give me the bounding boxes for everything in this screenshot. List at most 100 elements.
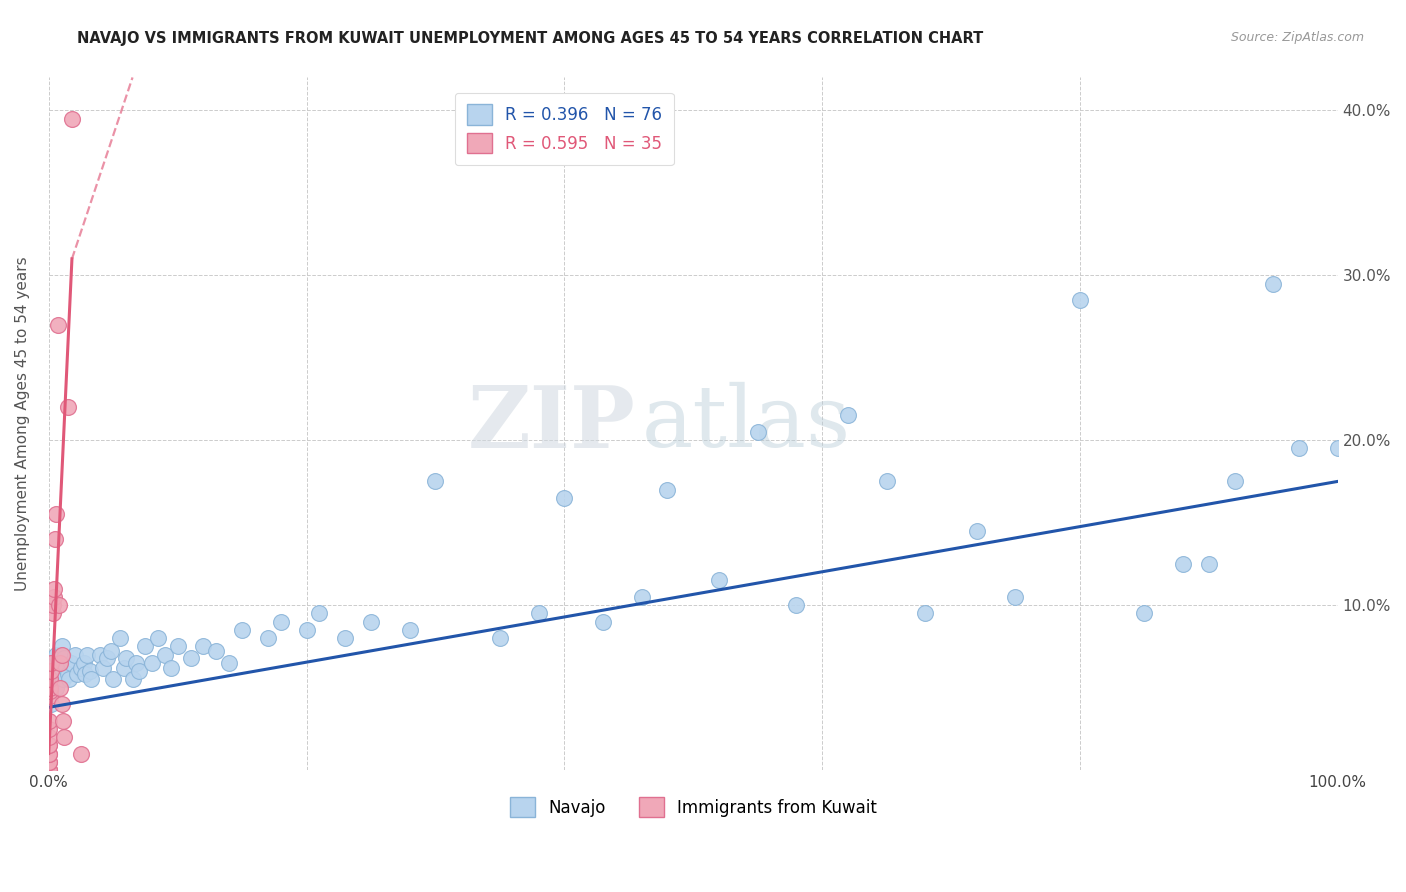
Point (56, 401, 79, 415)
Point (60, 112, 83, 126)
Point (103, 673, 125, 687)
Point (41, 664, 63, 678)
Point (73, 667, 96, 681)
Text: atlas: atlas (641, 382, 851, 466)
Point (51, 697, 73, 711)
Point (257, 631, 280, 645)
Point (39, 673, 62, 687)
Point (1198, 557, 1220, 571)
Point (876, 475, 898, 489)
Point (66, 667, 89, 681)
Point (48, 598, 70, 612)
Point (38, 714, 60, 728)
Point (308, 607, 330, 621)
Point (38, 755, 60, 769)
Point (553, 491, 575, 505)
Point (70, 661, 93, 675)
Point (49, 681, 72, 695)
Point (38, 738, 60, 752)
Point (270, 615, 292, 629)
Point (489, 631, 512, 645)
Point (80, 673, 103, 687)
Point (55, 661, 77, 675)
Point (166, 640, 188, 654)
Point (128, 664, 150, 678)
Point (45, 681, 67, 695)
Point (53, 651, 76, 665)
Point (966, 524, 988, 538)
Point (141, 656, 163, 670)
Point (72, 656, 94, 670)
Point (38, 730, 60, 744)
Point (100, 644, 122, 658)
Point (1133, 607, 1156, 621)
Point (48, 656, 70, 670)
Point (108, 631, 131, 645)
Point (295, 623, 318, 637)
Point (231, 623, 253, 637)
Point (91, 661, 114, 675)
Point (630, 590, 652, 604)
Point (39, 681, 62, 695)
Point (180, 651, 202, 665)
Point (52, 673, 75, 687)
Point (1223, 475, 1246, 489)
Point (527, 607, 550, 621)
Point (38, 763, 60, 777)
Point (46, 664, 69, 678)
Point (335, 631, 357, 645)
Point (41, 598, 63, 612)
Point (56, 667, 79, 681)
Point (1288, 442, 1310, 456)
Point (1263, 277, 1285, 291)
Point (914, 607, 936, 621)
Text: ZIP: ZIP (467, 382, 636, 466)
Point (1171, 557, 1194, 571)
Point (1004, 590, 1026, 604)
Point (160, 661, 183, 675)
Point (38, 747, 60, 761)
Point (1069, 293, 1091, 307)
Point (398, 623, 420, 637)
Point (707, 574, 730, 588)
Point (63, 648, 86, 662)
Point (41, 697, 63, 711)
Point (51, 648, 73, 662)
Point (58, 673, 80, 687)
Point (42, 582, 65, 596)
Point (153, 648, 176, 662)
Point (46, 318, 69, 332)
Point (38, 763, 60, 777)
Point (747, 425, 769, 439)
Point (70, 747, 93, 761)
Point (38, 755, 60, 769)
Point (59, 656, 82, 670)
Point (45, 648, 67, 662)
Point (38, 738, 60, 752)
Point (425, 475, 447, 489)
Point (96, 651, 118, 665)
Text: NAVAJO VS IMMIGRANTS FROM KUWAIT UNEMPLOYMENT AMONG AGES 45 TO 54 YEARS CORRELAT: NAVAJO VS IMMIGRANTS FROM KUWAIT UNEMPLO… (77, 31, 984, 46)
Point (218, 656, 240, 670)
Point (51, 640, 73, 654)
Y-axis label: Unemployment Among Ages 45 to 54 years: Unemployment Among Ages 45 to 54 years (15, 256, 30, 591)
Point (79, 664, 101, 678)
Point (45, 508, 67, 522)
Point (125, 656, 148, 670)
Point (42, 656, 65, 670)
Point (76, 648, 98, 662)
Point (657, 483, 679, 497)
Text: Source: ZipAtlas.com: Source: ZipAtlas.com (1230, 31, 1364, 45)
Point (44, 532, 66, 546)
Point (89, 648, 111, 662)
Point (41, 656, 63, 670)
Point (44, 673, 66, 687)
Point (837, 409, 859, 423)
Point (38, 763, 60, 777)
Point (39, 689, 62, 703)
Point (49, 656, 72, 670)
Point (38, 747, 60, 761)
Point (121, 673, 143, 687)
Point (38, 722, 60, 736)
Point (41, 607, 63, 621)
